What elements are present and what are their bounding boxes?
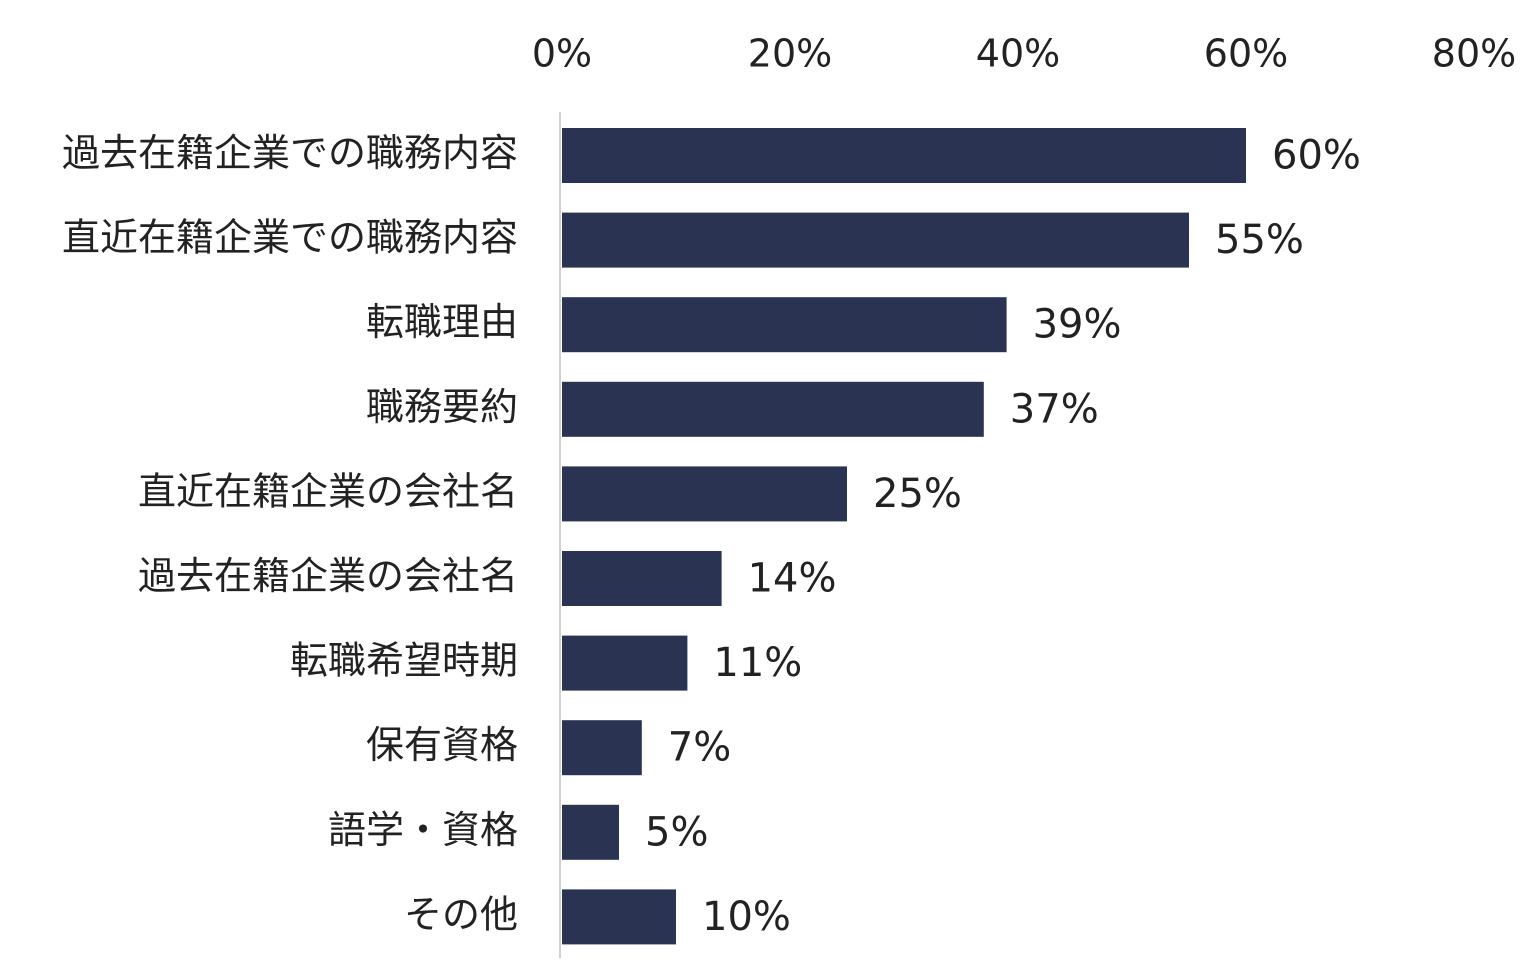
category-label: 過去在籍企業での職務内容 xyxy=(62,131,518,175)
x-tick-label: 60% xyxy=(1204,32,1288,76)
category-label: 過去在籍企業の会社名 xyxy=(138,554,518,598)
x-tick-label: 20% xyxy=(748,32,832,76)
x-tick-label: 40% xyxy=(976,32,1060,76)
bar xyxy=(562,466,847,522)
data-label: 39% xyxy=(1033,302,1122,348)
data-label: 11% xyxy=(713,640,802,686)
bars xyxy=(562,128,1246,945)
x-axis-ticks: 0% 20% 40% 60% 80% xyxy=(532,32,1516,76)
bar xyxy=(562,381,984,437)
bar xyxy=(562,297,1007,353)
bar xyxy=(562,128,1246,183)
x-tick-label: 80% xyxy=(1432,32,1516,76)
data-label: 37% xyxy=(1010,386,1099,432)
value-labels: 60% 55% 39% 37% 25% 14% 11% 7% 5% 10% xyxy=(645,133,1361,940)
category-label: 直近在籍企業での職務内容 xyxy=(62,216,518,260)
bar xyxy=(562,804,619,860)
category-label: 語学・資格 xyxy=(328,808,518,852)
data-label: 7% xyxy=(668,725,731,771)
data-label: 14% xyxy=(748,556,837,602)
category-label: 職務要約 xyxy=(366,385,518,429)
data-label: 5% xyxy=(645,809,708,855)
x-tick-label: 0% xyxy=(532,32,592,76)
data-label: 10% xyxy=(702,894,791,940)
bar xyxy=(562,551,722,606)
data-label: 25% xyxy=(873,471,962,517)
category-label: 保有資格 xyxy=(366,723,518,767)
bar xyxy=(562,212,1189,268)
category-labels: 過去在籍企業での職務内容直近在籍企業での職務内容転職理由職務要約直近在籍企業の会… xyxy=(62,131,518,936)
data-label: 55% xyxy=(1215,217,1304,263)
bar xyxy=(562,889,676,945)
data-label: 60% xyxy=(1272,133,1361,179)
bar xyxy=(562,635,688,691)
category-label: その他 xyxy=(404,892,518,936)
bar xyxy=(562,720,642,776)
category-label: 転職理由 xyxy=(366,300,518,344)
category-label: 直近在籍企業の会社名 xyxy=(138,469,518,513)
category-label: 転職希望時期 xyxy=(290,639,518,683)
